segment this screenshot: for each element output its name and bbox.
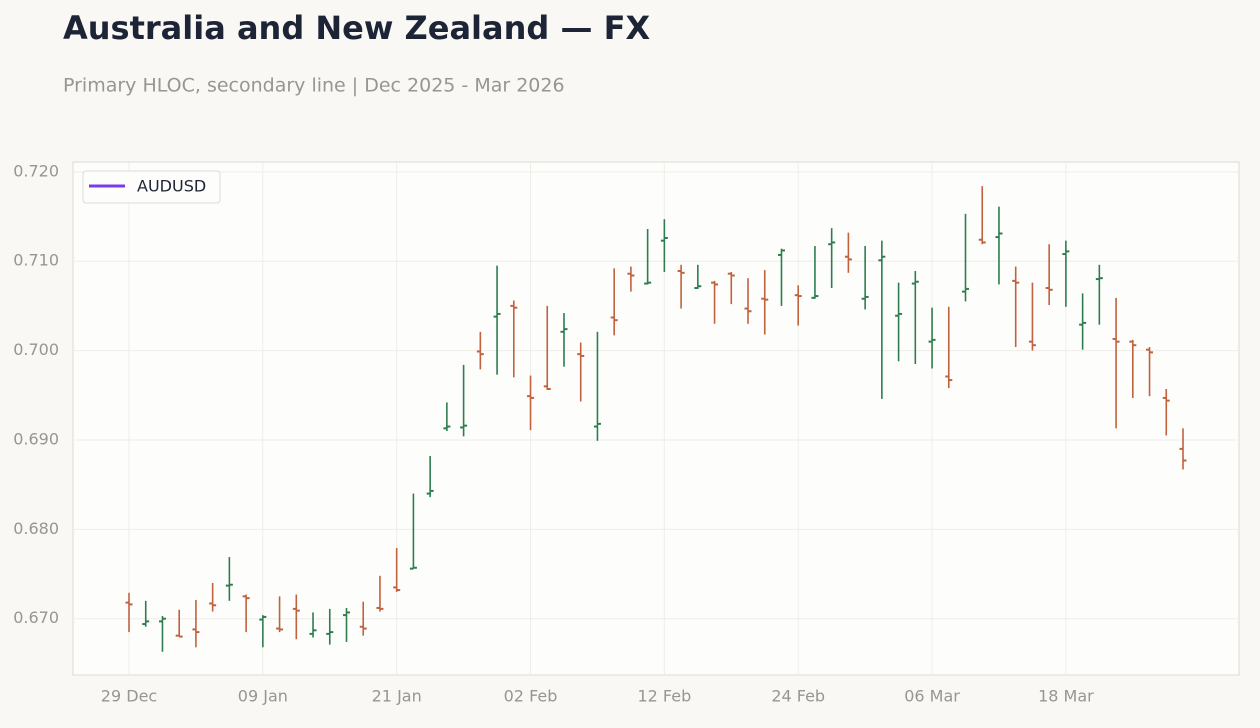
legend-box <box>82 170 221 204</box>
x-tick-label: 12 Feb <box>637 687 691 706</box>
y-tick-label: 0.720 <box>13 161 59 180</box>
x-tick-label: 29 Dec <box>101 687 157 706</box>
plot-area <box>72 161 1240 676</box>
legend-label: AUDUSD <box>137 177 206 196</box>
x-tick-label: 24 Feb <box>771 687 825 706</box>
chart-title: Australia and New Zealand — FX <box>63 9 650 47</box>
x-tick-label: 18 Mar <box>1038 687 1094 706</box>
x-tick-label: 09 Jan <box>238 687 288 706</box>
chart-subtitle: Primary HLOC, secondary line | Dec 2025 … <box>63 75 565 97</box>
y-tick-label: 0.680 <box>13 519 59 538</box>
y-tick-label: 0.710 <box>13 251 59 270</box>
y-tick-label: 0.700 <box>13 340 59 359</box>
y-tick-label: 0.670 <box>13 608 59 627</box>
x-tick-label: 02 Feb <box>504 687 558 706</box>
legend: AUDUSD <box>82 170 221 204</box>
y-tick-label: 0.690 <box>13 429 59 448</box>
x-tick-label: 06 Mar <box>904 687 960 706</box>
x-tick-label: 21 Jan <box>372 687 422 706</box>
